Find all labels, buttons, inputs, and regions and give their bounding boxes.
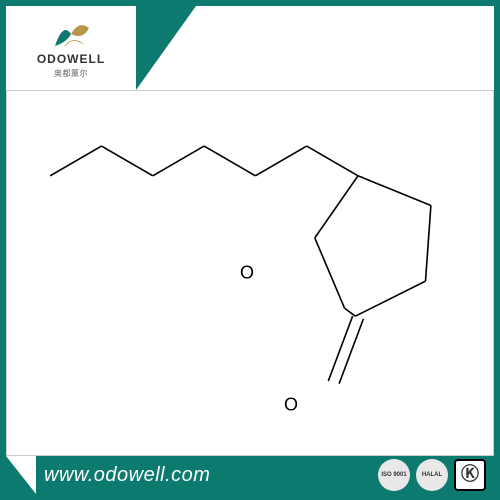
halal-badge-icon: HALAL	[416, 459, 448, 491]
iso-badge-icon: ISO 9001	[378, 459, 410, 491]
footer-bar: www.odowell.com ISO 9001 HALAL Ⓚ	[36, 456, 494, 494]
header-triangle	[136, 6, 196, 90]
brand-name: ODOWELL	[37, 52, 105, 66]
kosher-badge-icon: Ⓚ	[454, 459, 486, 491]
website-url[interactable]: www.odowell.com	[44, 464, 372, 487]
footer-triangle	[6, 456, 36, 494]
leaf-logo-icon	[47, 18, 95, 50]
atom-label-o2: O	[284, 395, 298, 416]
molecule-panel: O O	[6, 90, 494, 456]
brand-subtitle: 奥都薰尔	[54, 68, 88, 79]
atom-label-o1: O	[240, 263, 254, 284]
logo-area: ODOWELL 奥都薰尔	[6, 6, 136, 90]
